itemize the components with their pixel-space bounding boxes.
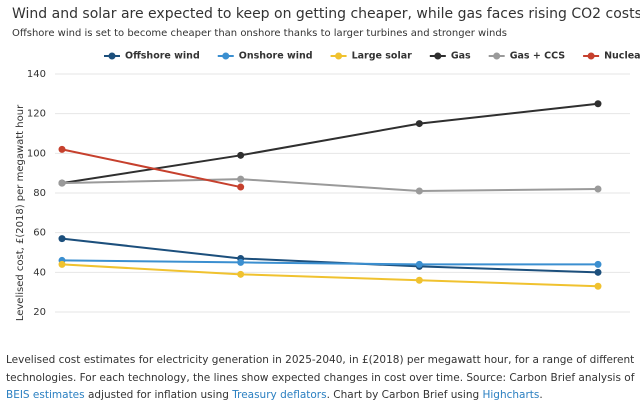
data-point (594, 282, 602, 290)
legend-label: Gas (451, 51, 471, 62)
data-point (415, 276, 423, 284)
caption-link[interactable]: Treasury deflators (232, 389, 327, 401)
legend-marker (335, 52, 343, 60)
data-point (415, 187, 423, 195)
legend-marker (434, 52, 442, 60)
legend-label: Gas + CCS (510, 51, 566, 62)
series-line (61, 178, 599, 193)
legend-marker (222, 52, 230, 60)
y-axis-label: Levelised cost, £(2018) per megawatt hou… (15, 104, 26, 321)
data-point (594, 260, 602, 268)
chart: Wind and solar are expected to keep on g… (12, 6, 640, 321)
data-point (58, 179, 66, 187)
y-tick-label: 100 (27, 148, 46, 159)
y-tick-label: 140 (27, 69, 46, 80)
legend-label: Large solar (352, 51, 413, 62)
data-point (594, 100, 602, 108)
series-line (61, 148, 241, 189)
data-point (594, 185, 602, 193)
legend-label: Onshore wind (239, 51, 313, 62)
chart-title: Wind and solar are expected to keep on g… (12, 6, 640, 22)
data-point (58, 260, 66, 268)
caption: Levelised cost estimates for electricity… (6, 352, 636, 405)
legend-marker (108, 52, 116, 60)
caption-text: adjusted for inflation using (84, 389, 233, 401)
data-point (594, 268, 602, 276)
data-point (237, 175, 245, 183)
caption-text: . (539, 389, 543, 401)
y-tick-label: 60 (33, 228, 46, 239)
data-point (237, 151, 245, 159)
legend-marker (587, 52, 595, 60)
data-point (237, 183, 245, 191)
series-line (61, 263, 599, 288)
y-tick-label: 20 (33, 307, 46, 318)
series-line (61, 102, 599, 185)
caption-text: . Chart by Carbon Brief using (326, 389, 483, 401)
caption-link[interactable]: Highcharts (482, 389, 540, 401)
legend-label: Nuclear (604, 51, 640, 62)
data-point (58, 235, 66, 243)
data-point (237, 270, 245, 278)
caption-text: Levelised cost estimates for electricity… (6, 354, 635, 384)
legend-marker (493, 52, 501, 60)
legend-label: Offshore wind (125, 51, 200, 62)
data-point (415, 120, 423, 128)
data-point (415, 260, 423, 268)
data-point (58, 145, 66, 153)
series-line (61, 259, 598, 266)
series-line (61, 237, 599, 274)
caption-link[interactable]: BEIS estimates (6, 389, 85, 401)
y-tick-label: 120 (27, 109, 46, 120)
data-point (237, 258, 245, 266)
y-tick-label: 40 (33, 267, 46, 278)
chart-subtitle: Offshore wind is set to become cheaper t… (12, 28, 507, 39)
y-tick-label: 80 (33, 188, 46, 199)
